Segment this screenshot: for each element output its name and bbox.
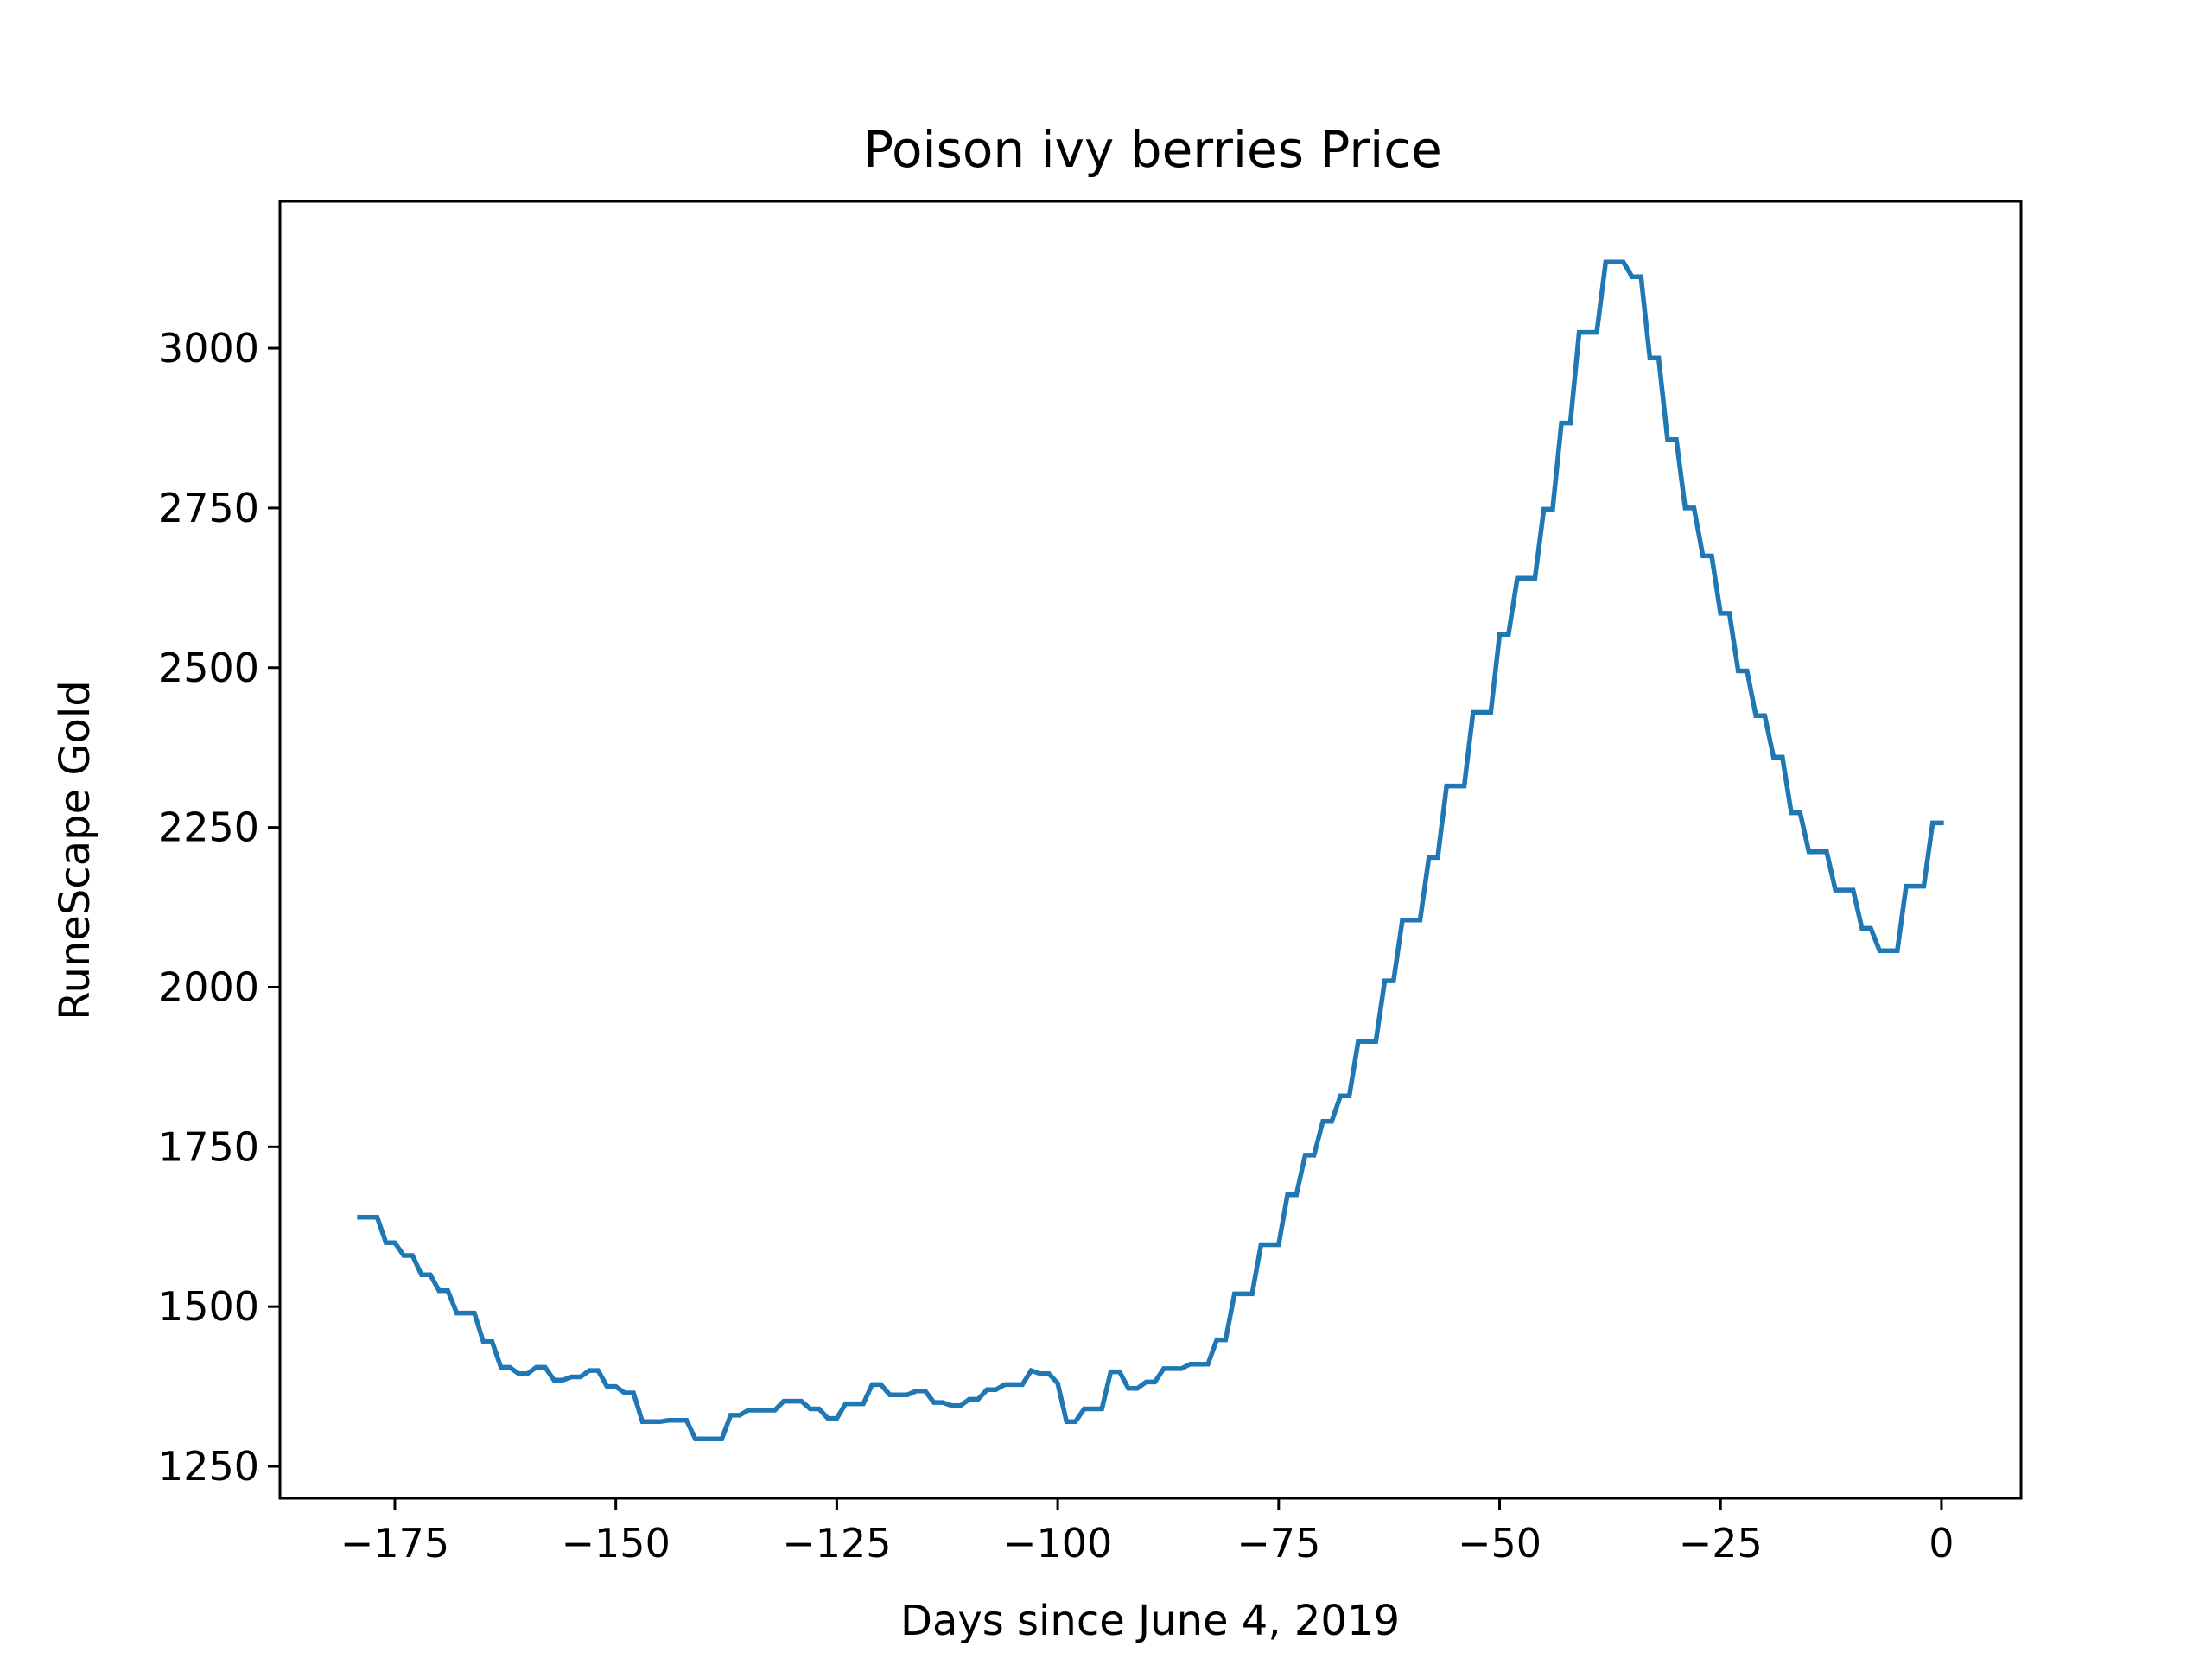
x-tick-label: −150 [562,1520,671,1567]
plot-area-frame [278,200,2023,1500]
y-tick-label: 2250 [158,804,259,851]
y-axis-label: RuneScape Gold [51,680,99,1020]
y-tick-label: 2000 [158,963,259,1010]
x-tick-label: −25 [1679,1520,1763,1567]
y-axis: 1250 1500 1750 2000 2250 2500 2750 3000 [158,325,280,1490]
x-tick-label: −175 [340,1520,449,1567]
y-tick-label: 2750 [158,485,259,531]
chart-title: Poison ivy berries Price [863,120,1442,179]
y-tick-label: 2500 [158,645,259,691]
y-tick-label: 1250 [158,1443,259,1490]
x-tick-label: 0 [1929,1520,1954,1567]
y-tick-label: 3000 [158,325,259,372]
price-series-line [357,259,1944,1441]
y-tick-label: 1500 [158,1283,259,1330]
x-axis-label: Days since June 4, 2019 [900,1597,1400,1645]
x-axis: −175 −150 −125 −100 −75 −50 −25 0 [340,1498,1955,1567]
x-tick-label: −50 [1458,1520,1541,1567]
x-tick-label: −75 [1236,1520,1320,1567]
x-tick-label: −100 [1003,1520,1112,1567]
x-tick-label: −125 [782,1520,891,1567]
y-tick-label: 1750 [158,1123,259,1170]
